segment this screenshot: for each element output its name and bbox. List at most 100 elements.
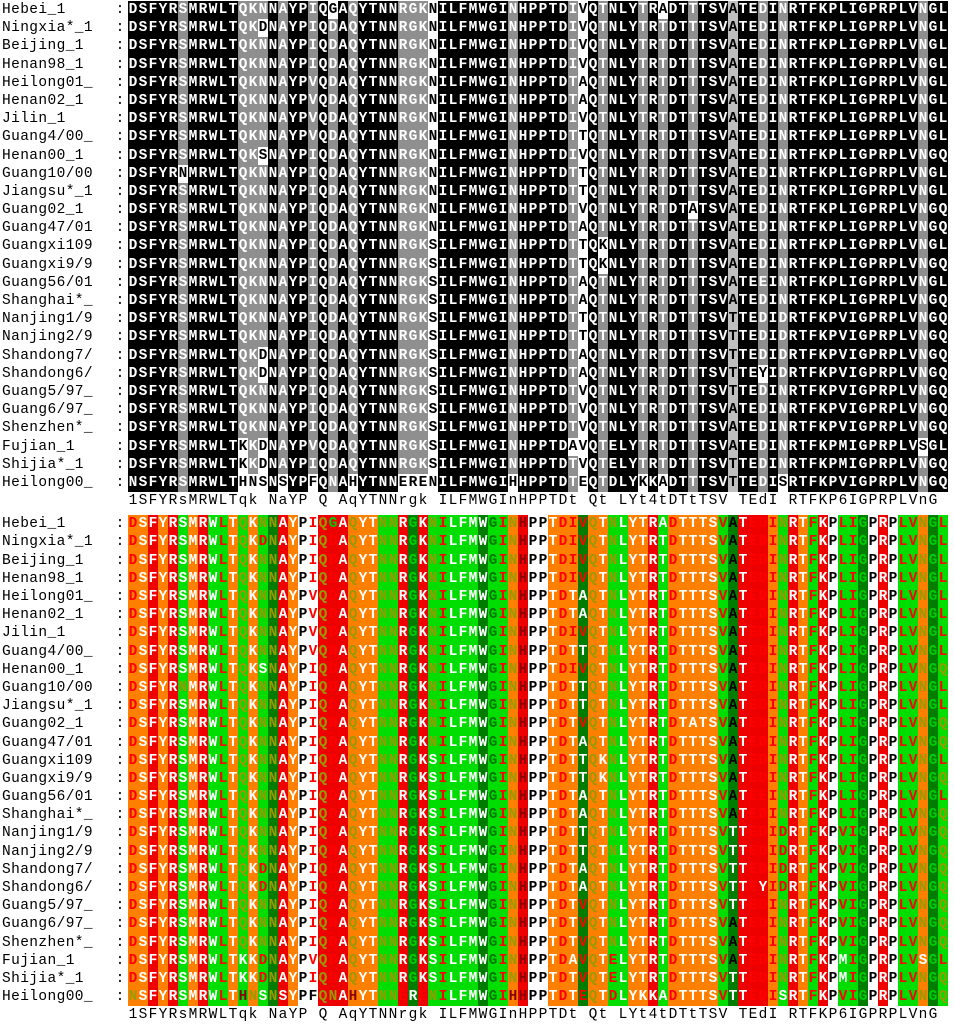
sequence-name[interactable]: Heilong01_: [2, 74, 94, 91]
residue-cell: A: [278, 110, 288, 129]
residue-cell: W: [208, 879, 218, 898]
residue-cell: Q: [348, 879, 358, 898]
sequence-name[interactable]: Henan00_1: [2, 661, 84, 678]
sequence-name[interactable]: Fujian_1: [2, 438, 75, 455]
residue-cell: T: [568, 860, 578, 879]
residue-cell: P: [868, 660, 878, 679]
residue-cell: T: [698, 73, 708, 92]
sequence-name[interactable]: Ningxia*_1: [2, 534, 94, 551]
sequence-name[interactable]: Guang4/00_: [2, 129, 94, 146]
sequence-name[interactable]: Shijia*_1: [2, 456, 84, 473]
residue-cell: A: [278, 769, 288, 789]
sequence-name[interactable]: Beijing_1: [2, 552, 84, 569]
sequence-name[interactable]: Henan02_1: [2, 92, 84, 109]
sequence-name[interactable]: Guang5/97_: [2, 383, 94, 400]
sequence-name[interactable]: Nanjing1/9: [2, 311, 94, 328]
residue-cell: S: [178, 751, 188, 770]
sequence-name[interactable]: Guang47/01: [2, 734, 94, 751]
residue-cell: R: [168, 328, 178, 347]
sequence-name[interactable]: Guang56/01: [2, 274, 94, 291]
residue-cell: R: [788, 437, 798, 456]
sequence-name[interactable]: Henan98_1: [2, 570, 84, 587]
sequence-name[interactable]: Guang02_1: [2, 202, 84, 219]
sequence-name[interactable]: Heilong01_: [2, 589, 94, 605]
residue-cell: N: [378, 437, 388, 456]
sequence-name[interactable]: Fujian_1: [2, 952, 75, 969]
residue-cell: V: [718, 715, 728, 734]
sequence-name[interactable]: Henan00_1: [2, 147, 84, 164]
sequence-name[interactable]: Shandong7/: [2, 861, 94, 878]
residue-cell: G: [928, 860, 938, 879]
sequence-name[interactable]: Shandong6/: [2, 365, 94, 382]
residue-cell: N: [608, 19, 618, 38]
sequence-name[interactable]: Henan02_1: [2, 607, 84, 624]
sequence-name[interactable]: Guang4/00_: [2, 643, 94, 660]
sequence-name[interactable]: Shenzhen*_: [2, 420, 94, 437]
sequence-name[interactable]: Guang47/01: [2, 220, 94, 237]
sequence-name[interactable]: Guang6/97_: [2, 402, 94, 419]
residue-cell: T: [228, 806, 238, 825]
residue-cell: S: [708, 219, 718, 238]
residue-cell: I: [438, 91, 448, 111]
residue-cell: T: [638, 769, 648, 789]
residue-cell: M: [468, 237, 478, 256]
residue-cell: H: [518, 110, 528, 129]
residue-cell: K: [818, 915, 828, 934]
residue-cell: W: [208, 551, 218, 570]
sequence-name[interactable]: Beijing_1: [2, 38, 84, 55]
sequence-name[interactable]: Guang02_1: [2, 716, 84, 733]
residue-cell: M: [468, 515, 478, 534]
sequence-name[interactable]: Guang5/97_: [2, 898, 94, 915]
residue-cell: A: [728, 660, 738, 679]
sequence-name[interactable]: Jilin_1: [2, 111, 66, 128]
residue-cell: Y: [288, 292, 298, 311]
sequence-name[interactable]: Shijia*_1: [2, 970, 84, 987]
sequence-row: Ningxia*_1: D S F Y R S M R W L T Q K D N A Y P I Q D A Q Y T N N R G…: [2, 19, 954, 38]
name-separator: :: [115, 934, 125, 951]
residue-cell: T: [678, 110, 688, 129]
residue-cell: N: [428, 624, 438, 643]
sequence-name[interactable]: Nanjing2/9: [2, 329, 94, 346]
residue-cell: R: [648, 842, 658, 861]
residue-cell: G: [408, 1, 418, 20]
residue-cell: T: [728, 328, 738, 347]
residue-cell: L: [618, 455, 628, 474]
residue-cell: Y: [628, 37, 638, 56]
sequence-name[interactable]: Guangxi109: [2, 238, 94, 255]
sequence-name[interactable]: Guangxi9/9: [2, 256, 94, 273]
sequence-name[interactable]: Guang10/00: [2, 679, 94, 696]
sequence-name[interactable]: Shanghai*_: [2, 807, 94, 824]
sequence-name[interactable]: Jiangsu*_1: [2, 698, 94, 715]
residue-cell: G: [928, 988, 938, 1007]
residue-cell: Q: [318, 642, 328, 661]
sequence-name[interactable]: Guang10/00: [2, 165, 94, 182]
sequence-name[interactable]: Hebei_1: [2, 516, 66, 533]
sequence-name[interactable]: Guangxi9/9: [2, 770, 94, 787]
sequence-name[interactable]: Henan98_1: [2, 56, 84, 73]
residue-cell: T: [658, 328, 668, 347]
sequence-name[interactable]: Heilong00_: [2, 989, 94, 1006]
residue-cell: E: [748, 915, 758, 934]
sequence-name[interactable]: Heilong00_: [2, 474, 94, 491]
sequence-name[interactable]: Jilin_1: [2, 625, 66, 642]
residue-cell: L: [618, 437, 628, 456]
residue-cell: K: [818, 310, 828, 329]
residue-cell: L: [218, 164, 228, 183]
sequence-name[interactable]: Guang56/01: [2, 789, 94, 806]
sequence-name[interactable]: Hebei_1: [2, 2, 66, 18]
sequence-name[interactable]: Guang6/97_: [2, 916, 94, 933]
residue-cell: A: [338, 697, 348, 716]
residue-cell: P: [298, 182, 308, 202]
sequence-name[interactable]: Shandong7/: [2, 347, 94, 364]
sequence-name[interactable]: Jiangsu*_1: [2, 183, 94, 200]
residue-cell: Y: [288, 569, 298, 588]
sequence-name[interactable]: Nanjing1/9: [2, 825, 94, 842]
sequence-name[interactable]: Guangxi109: [2, 752, 94, 769]
sequence-name[interactable]: Shandong6/: [2, 880, 94, 896]
sequence-name[interactable]: Shanghai*_: [2, 293, 94, 309]
residue-cell: D: [758, 951, 768, 970]
sequence-name[interactable]: Shenzhen*_: [2, 934, 94, 951]
residue-cell: K: [418, 310, 428, 329]
sequence-name[interactable]: Ningxia*_1: [2, 20, 94, 37]
sequence-name[interactable]: Nanjing2/9: [2, 843, 94, 860]
